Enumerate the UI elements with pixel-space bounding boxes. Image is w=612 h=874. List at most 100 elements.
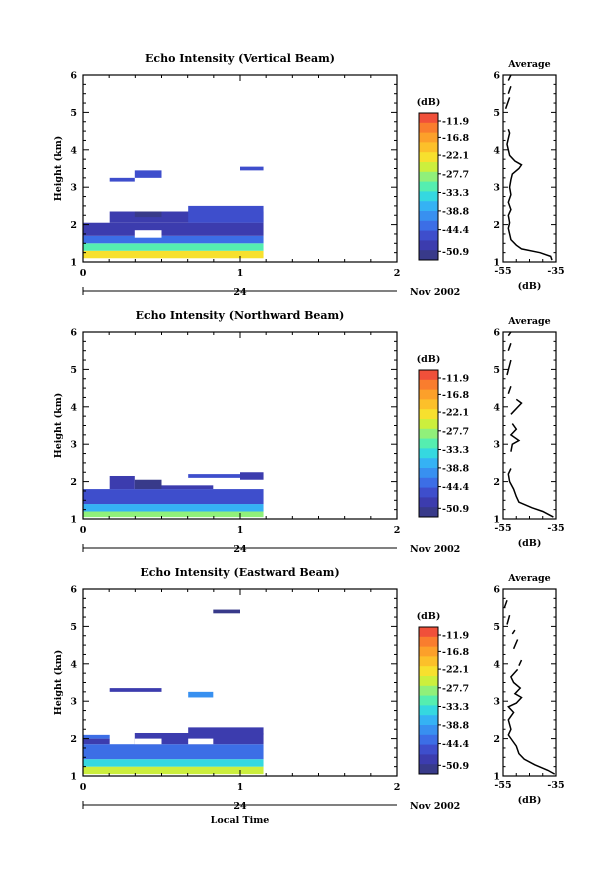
average-x-label: (dB) xyxy=(518,795,542,806)
heatmap-cell xyxy=(83,250,264,259)
colorbar-tick-label: -22.1 xyxy=(442,665,469,676)
colorbar-tick-label: -38.8 xyxy=(442,720,469,731)
y-tick-label: 3 xyxy=(70,440,77,451)
colorbar-swatch xyxy=(419,220,438,231)
colorbar-swatch xyxy=(419,646,438,657)
average-y-tick-label: 3 xyxy=(493,183,500,194)
colorbar-unit-label: (dB) xyxy=(417,354,441,365)
colorbar-frame xyxy=(418,112,439,261)
x-tick-label: 2 xyxy=(394,782,401,793)
colorbar-tick-label: -44.4 xyxy=(442,482,469,493)
average-x-tick-label: -55 xyxy=(494,523,511,534)
colorbar-tick-label: -44.4 xyxy=(442,225,469,236)
heatmap-cell xyxy=(134,170,162,178)
y-tick-label: 5 xyxy=(70,622,77,633)
average-profile-line xyxy=(507,468,554,518)
average-y-tick-label: 2 xyxy=(493,220,500,231)
average-x-tick-label: -35 xyxy=(547,266,564,277)
average-profile-line xyxy=(504,97,511,109)
heatmap-cell xyxy=(134,479,162,490)
colorbar-swatch xyxy=(419,676,438,687)
y-tick-label: 1 xyxy=(70,258,77,269)
colorbar-swatch xyxy=(419,399,438,410)
heatmap-cell xyxy=(188,691,214,698)
heatmap-cell xyxy=(240,166,264,171)
average-y-tick-label: 3 xyxy=(493,440,500,451)
colorbar-swatch xyxy=(419,132,438,143)
colorbar-swatch xyxy=(419,201,438,212)
heatmap-cell xyxy=(83,222,264,236)
heatmap-cell xyxy=(109,211,264,223)
colorbar-swatch xyxy=(419,438,438,449)
colorbar-swatch xyxy=(419,764,438,775)
colorbar-swatch xyxy=(419,240,438,251)
colorbar-swatch xyxy=(419,448,438,459)
colorbar-swatch xyxy=(419,250,438,261)
colorbar-swatch xyxy=(419,370,438,381)
colorbar-tick-label: -16.8 xyxy=(442,390,469,401)
average-profile-line xyxy=(507,668,556,775)
colorbar-swatch xyxy=(419,458,438,469)
colorbar-swatch xyxy=(419,191,438,202)
average-title: Average xyxy=(507,59,550,70)
colorbar-tick-label: -38.8 xyxy=(442,206,469,217)
heatmap-cell xyxy=(188,205,264,223)
date-axis-month-label: Nov 2002 xyxy=(410,287,460,298)
x-tick-label: 0 xyxy=(80,525,87,536)
heatmap-cell xyxy=(188,474,240,478)
y-tick-label: 5 xyxy=(70,365,77,376)
average-title: Average xyxy=(507,573,550,584)
average-y-tick-label: 1 xyxy=(493,515,500,526)
average-profile-line xyxy=(506,359,512,376)
average-x-tick-label: -35 xyxy=(547,780,564,791)
average-title: Average xyxy=(507,316,550,327)
average-y-tick-label: 4 xyxy=(493,145,500,156)
average-y-tick-label: 4 xyxy=(493,402,500,413)
x-tick-label: 2 xyxy=(394,268,401,279)
colorbar-tick-label: -11.9 xyxy=(442,117,469,128)
y-tick-label: 4 xyxy=(70,145,77,156)
colorbar-swatch xyxy=(419,181,438,192)
average-y-tick-label: 1 xyxy=(493,258,500,269)
average-frame xyxy=(502,331,557,520)
average-y-tick-label: 2 xyxy=(493,734,500,745)
heatmap-cell xyxy=(83,504,264,512)
average-y-tick-label: 6 xyxy=(493,585,500,596)
panel-title: Echo Intensity (Vertical Beam) xyxy=(145,52,335,65)
colorbar-swatch xyxy=(419,497,438,508)
average-y-tick-label: 6 xyxy=(493,328,500,339)
x-tick-label: 1 xyxy=(237,525,244,536)
x-axis-label: Local Time xyxy=(211,815,270,826)
average-profile-line xyxy=(507,85,512,94)
colorbar-tick-label: -33.3 xyxy=(442,445,469,456)
average-y-tick-label: 4 xyxy=(493,659,500,670)
average-x-tick-label: -35 xyxy=(547,523,564,534)
colorbar-swatch xyxy=(419,162,438,173)
y-tick-label: 2 xyxy=(70,734,77,745)
heatmap-cell xyxy=(161,485,214,490)
heatmap-cell xyxy=(83,243,264,251)
date-axis-month-label: Nov 2002 xyxy=(410,544,460,555)
y-tick-label: 4 xyxy=(70,659,77,670)
x-tick-label: 2 xyxy=(394,525,401,536)
average-y-tick-label: 5 xyxy=(493,365,500,376)
average-x-label: (dB) xyxy=(518,281,542,292)
colorbar-swatch xyxy=(419,744,438,755)
heatmap-cell xyxy=(213,609,240,614)
panel-title: Echo Intensity (Northward Beam) xyxy=(136,309,345,322)
y-tick-label: 4 xyxy=(70,402,77,413)
heatmap-cell xyxy=(83,766,264,775)
colorbar-swatch xyxy=(419,122,438,133)
colorbar-swatch xyxy=(419,379,438,390)
average-y-tick-label: 3 xyxy=(493,697,500,708)
heatmap-cell xyxy=(83,734,110,739)
y-tick-label: 1 xyxy=(70,515,77,526)
colorbar-swatch xyxy=(419,477,438,488)
heatmap-cell xyxy=(188,738,214,745)
colorbar-tick-label: -11.9 xyxy=(442,374,469,385)
average-profile-line xyxy=(503,599,508,608)
average-profile-line xyxy=(507,385,512,394)
colorbar-tick-label: -38.8 xyxy=(442,463,469,474)
x-tick-label: 1 xyxy=(237,782,244,793)
